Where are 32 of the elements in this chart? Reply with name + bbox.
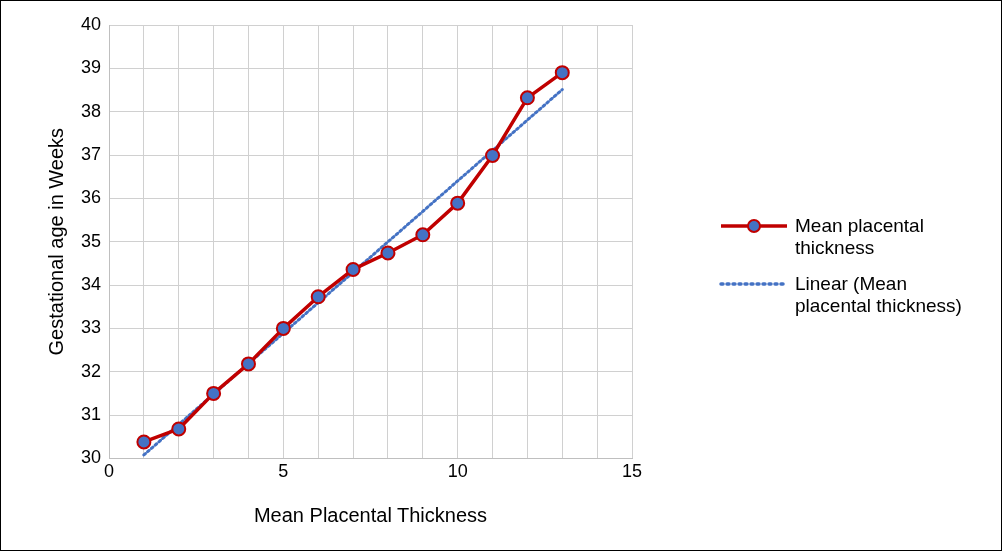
y-tick-label: 36: [80, 187, 102, 208]
y-tick-label: 33: [80, 317, 102, 338]
x-tick-label: 15: [621, 461, 643, 482]
y-tick-label: 38: [80, 100, 102, 121]
y-tick-label: 40: [80, 13, 102, 34]
x-tick-label: 0: [104, 461, 115, 482]
point: [345, 261, 361, 277]
point: [554, 65, 570, 81]
point: [136, 434, 152, 450]
y-tick-label: 34: [80, 274, 102, 295]
y-tick-label: 35: [80, 230, 102, 251]
y-axis-title: Gestational age in Weeks: [44, 127, 67, 356]
legend-label: Mean placental thickness: [795, 215, 925, 259]
point: [519, 90, 535, 106]
x-tick-label: 10: [447, 461, 468, 482]
y-tick-label: 39: [80, 57, 102, 78]
x-tick-label: 5: [278, 461, 289, 482]
point: [240, 356, 256, 372]
point: [275, 320, 291, 336]
y-tick-label: 37: [80, 143, 102, 164]
point: [415, 227, 431, 243]
point: [171, 421, 187, 437]
y-tick-label: 31: [80, 404, 102, 425]
point: [485, 147, 501, 163]
y-tick-label: 32: [80, 360, 102, 381]
y-tick-label: 30: [80, 447, 102, 468]
point: [450, 195, 466, 211]
legend-label: Linear (Mean placental thickness): [795, 273, 963, 317]
x-axis-title: Mean Placental Thickness: [253, 503, 488, 526]
point: [380, 245, 396, 261]
point: [310, 289, 326, 305]
point: [206, 385, 222, 401]
